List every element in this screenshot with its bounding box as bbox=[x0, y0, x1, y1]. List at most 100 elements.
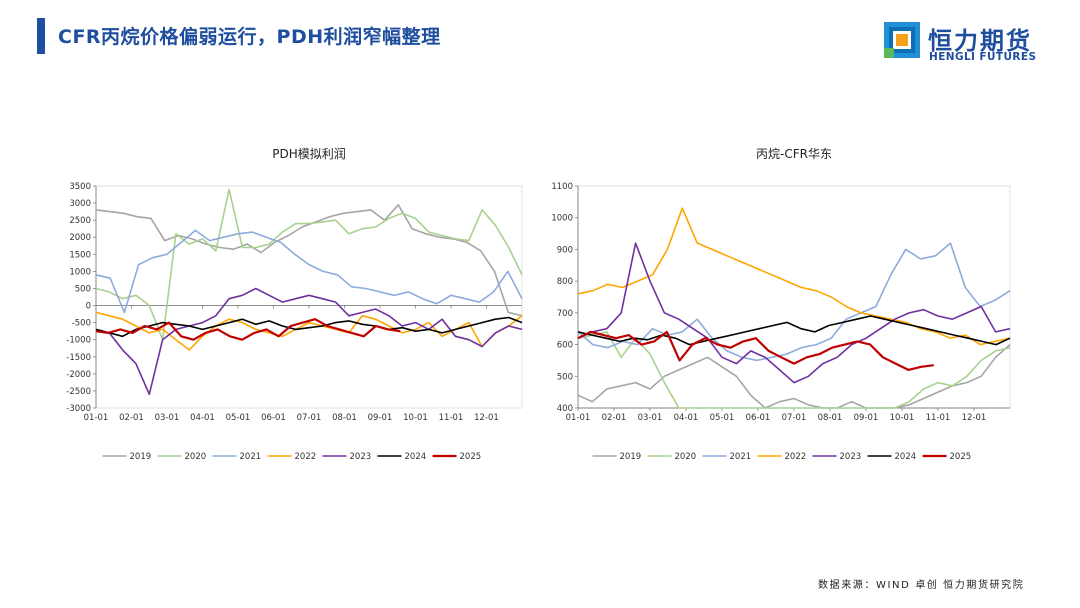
x-tick-label: 11-01 bbox=[439, 413, 464, 423]
series-line-2019 bbox=[577, 344, 1011, 409]
legend-label: 2022 bbox=[295, 452, 317, 462]
y-tick-label: 2500 bbox=[69, 216, 91, 226]
legend-item-2024: 2024 bbox=[377, 452, 427, 462]
x-tick-label: 02-01 bbox=[119, 413, 144, 423]
logo-english-name: HENGLI FUTURES bbox=[929, 51, 1037, 63]
legend-label: 2021 bbox=[240, 452, 262, 462]
legend-label: 2025 bbox=[950, 452, 972, 462]
legend-label: 2022 bbox=[785, 452, 807, 462]
legend-item-2025: 2025 bbox=[922, 452, 972, 462]
y-tick-label: -2000 bbox=[66, 370, 91, 380]
legend-item-2019: 2019 bbox=[592, 452, 642, 462]
y-tick-label: -500 bbox=[72, 319, 91, 329]
y-tick-label: 500 bbox=[75, 284, 91, 294]
x-tick-label: 12-01 bbox=[962, 413, 987, 423]
legend-label: 2023 bbox=[350, 452, 372, 462]
series-line-2023 bbox=[577, 242, 1011, 384]
chart-title: PDH模拟利润 bbox=[272, 147, 346, 161]
legend-item-2020: 2020 bbox=[157, 452, 207, 462]
y-tick-label: -3000 bbox=[66, 404, 91, 414]
legend-item-2022: 2022 bbox=[757, 452, 807, 462]
y-tick-label: 700 bbox=[557, 309, 573, 319]
x-tick-label: 05-01 bbox=[226, 413, 251, 423]
legend-item-2021: 2021 bbox=[702, 452, 752, 462]
propane-cfr-east-china-chart: 丙烷-CFR华东 1100 1000 900 800 700 600 500 400 01-01 0… bbox=[530, 140, 1020, 470]
company-logo: 恒力期货 HENGLI FUTURES bbox=[884, 20, 1054, 66]
chart-svg: PDH模拟利润 3500 3000 2500 2000 1500 1000 500 0 -500 -… bbox=[66, 147, 523, 462]
x-tick-label: 11-01 bbox=[926, 413, 951, 423]
x-tick-label: 01-01 bbox=[84, 413, 109, 423]
legend-label: 2019 bbox=[620, 452, 642, 462]
y-tick-label: -1500 bbox=[66, 353, 91, 363]
legend-item-2023: 2023 bbox=[322, 452, 372, 462]
series-line-2020 bbox=[577, 331, 1011, 409]
series-line-2025 bbox=[577, 330, 934, 371]
legend-label: 2023 bbox=[840, 452, 862, 462]
legend-item-2020: 2020 bbox=[647, 452, 697, 462]
x-tick-label: 10-01 bbox=[403, 413, 428, 423]
legend-item-2019: 2019 bbox=[102, 452, 152, 462]
legend-item-2022: 2022 bbox=[267, 452, 317, 462]
y-tick-label: 1000 bbox=[69, 267, 91, 277]
series-line-2022 bbox=[577, 207, 1011, 346]
page-title: CFR丙烷价格偏弱运行，PDH利润窄幅整理 bbox=[58, 26, 441, 48]
data-source-note: 数据来源：WIND 卓创 恒力期货研究院 bbox=[818, 580, 1025, 591]
y-tick-label: -2500 bbox=[66, 387, 91, 397]
x-tick-label: 08-01 bbox=[818, 413, 843, 423]
x-tick-label: 09-01 bbox=[368, 413, 393, 423]
x-tick-label: 01-01 bbox=[566, 413, 591, 423]
x-tick-label: 02-01 bbox=[602, 413, 627, 423]
x-tick-label: 03-01 bbox=[638, 413, 663, 423]
series-line-2019 bbox=[95, 204, 523, 317]
x-tick-label: 12-01 bbox=[474, 413, 499, 423]
series-line-2023 bbox=[95, 287, 523, 396]
y-tick-label: 1500 bbox=[69, 250, 91, 260]
x-tick-label: 04-01 bbox=[674, 413, 699, 423]
pdh-profit-chart: PDH模拟利润 3500 3000 2500 2000 1500 1000 500 0 -500 -… bbox=[40, 140, 530, 470]
x-tick-label: 06-01 bbox=[261, 413, 286, 423]
y-tick-label: 1000 bbox=[551, 214, 573, 224]
x-tick-label: 03-01 bbox=[155, 413, 180, 423]
chart-title: 丙烷-CFR华东 bbox=[756, 147, 832, 161]
y-tick-label: 800 bbox=[557, 277, 573, 287]
legend-item-2021: 2021 bbox=[212, 452, 262, 462]
x-tick-label: 04-01 bbox=[190, 413, 215, 423]
legend-label: 2020 bbox=[185, 452, 207, 462]
series-line-2025 bbox=[95, 318, 401, 341]
legend-item-2024: 2024 bbox=[867, 452, 917, 462]
series-line-2024 bbox=[577, 315, 1011, 346]
y-tick-label: 900 bbox=[557, 245, 573, 255]
y-tick-label: -1000 bbox=[66, 336, 91, 346]
legend-label: 2024 bbox=[895, 452, 917, 462]
hengli-logo-icon bbox=[884, 22, 920, 58]
legend-label: 2024 bbox=[405, 452, 427, 462]
logo-chinese-name: 恒力期货 bbox=[928, 27, 1032, 55]
plot-area bbox=[577, 185, 1011, 409]
y-tick-label: 3500 bbox=[69, 182, 91, 192]
y-tick-label: 0 bbox=[86, 302, 91, 312]
x-tick-label: 05-01 bbox=[710, 413, 735, 423]
x-tick-label: 09-01 bbox=[854, 413, 879, 423]
legend-item-2023: 2023 bbox=[812, 452, 862, 462]
y-tick-label: 1100 bbox=[551, 182, 573, 192]
legend-label: 2025 bbox=[460, 452, 482, 462]
series-line-2020 bbox=[95, 188, 523, 341]
x-tick-label: 07-01 bbox=[297, 413, 322, 423]
y-tick-label: 3000 bbox=[69, 199, 91, 209]
x-tick-label: 06-01 bbox=[746, 413, 771, 423]
y-tick-label: 400 bbox=[557, 404, 573, 414]
x-tick-label: 08-01 bbox=[332, 413, 357, 423]
y-tick-label: 500 bbox=[557, 372, 573, 382]
y-tick-label: 600 bbox=[557, 341, 573, 351]
x-tick-label: 10-01 bbox=[890, 413, 915, 423]
legend-label: 2021 bbox=[730, 452, 752, 462]
legend-item-2025: 2025 bbox=[432, 452, 482, 462]
title-accent-bar bbox=[37, 18, 45, 54]
x-tick-label: 07-01 bbox=[782, 413, 807, 423]
legend-label: 2020 bbox=[675, 452, 697, 462]
series-line-2021 bbox=[95, 229, 523, 314]
y-tick-label: 2000 bbox=[69, 233, 91, 243]
series-line-2021 bbox=[577, 242, 1011, 362]
legend-label: 2019 bbox=[130, 452, 152, 462]
